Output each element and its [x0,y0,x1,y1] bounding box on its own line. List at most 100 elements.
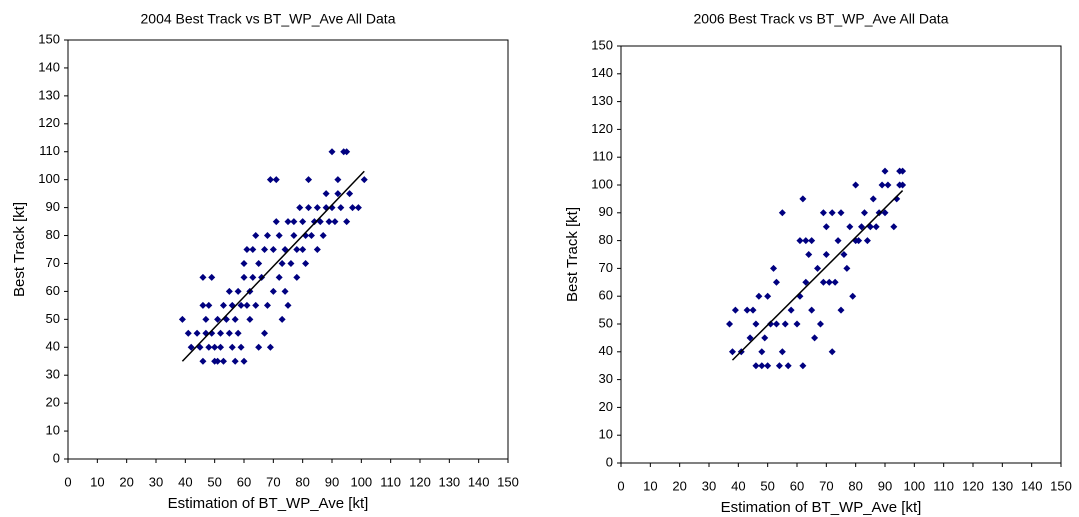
y-tick-label: 0 [53,450,60,465]
point [299,246,307,253]
y-tick-label: 130 [38,87,60,102]
x-tick-label: 50 [760,478,774,493]
point [290,218,298,226]
y-tick-label: 150 [591,37,613,52]
point [249,273,257,281]
point [758,348,766,356]
point [199,357,207,365]
x-tick-label: 150 [1050,478,1072,493]
point [184,329,192,337]
point [770,264,778,272]
point [228,343,236,351]
y-tick-label: 110 [39,143,60,158]
chart-title: 2004 Best Track vs BT_WP_Ave All Data [141,11,396,27]
point [275,273,283,281]
y-tick-label: 30 [599,371,613,386]
point [237,343,245,351]
x-tick-label: 80 [295,474,309,489]
point [761,334,769,342]
chart-title: 2006 Best Track vs BT_WP_Ave All Data [694,11,949,27]
x-tick-label: 120 [409,474,431,489]
x-tick-label: 100 [903,478,925,493]
point [187,343,195,351]
point [799,362,807,370]
point [846,223,854,231]
x-axis-label: Estimation of BT_WP_Ave [kt] [168,495,369,512]
point [193,329,201,337]
x-axis-label: Estimation of BT_WP_Ave [kt] [721,499,922,516]
point [261,246,269,253]
point [872,223,880,231]
point [284,301,292,309]
point [819,209,827,217]
point [881,209,889,217]
x-tick-label: 90 [325,474,339,489]
point [305,204,313,212]
y-tick-label: 40 [599,343,613,358]
point [816,320,824,328]
point [305,176,313,184]
y-tick-label: 70 [599,260,613,275]
point [354,204,362,212]
x-tick-label: 40 [731,478,745,493]
point [307,232,315,240]
y-tick-label: 100 [591,176,613,191]
y-tick-label: 80 [599,232,613,247]
point [325,218,333,226]
point [296,204,304,212]
point [834,237,842,245]
point [852,181,860,189]
x-tick-label: 110 [380,474,401,489]
point [208,273,216,281]
point [343,218,351,226]
x-tick-label: 100 [350,474,372,489]
point [299,218,307,226]
point [755,292,763,300]
plot-frame [620,45,1062,464]
point [246,315,254,323]
point [231,357,239,365]
point [808,306,816,314]
point [284,218,292,226]
y-tick-label: 40 [46,339,60,354]
y-tick-label: 90 [599,204,613,219]
point [899,181,907,189]
point [808,237,816,245]
point [802,278,810,286]
point [814,264,822,272]
y-tick-label: 110 [592,149,613,164]
point [764,362,772,370]
x-tick-label: 90 [878,478,892,493]
point [731,306,739,314]
point [787,306,795,314]
y-tick-label: 120 [591,121,613,136]
point [360,176,368,184]
y-tick-label: 50 [46,311,60,326]
point [726,320,734,328]
point [819,278,827,286]
point [255,259,263,267]
point [290,232,298,240]
point [240,273,248,281]
point [752,362,760,370]
point [825,278,833,286]
point [237,301,245,309]
y-tick-label: 120 [38,115,60,130]
point [881,167,889,175]
x-tick-label: 80 [848,478,862,493]
point [240,357,248,365]
point [778,348,786,356]
y-tick-label: 70 [46,255,60,270]
point [802,237,810,245]
point [293,273,301,281]
y-tick-label: 90 [46,199,60,214]
y-tick-label: 10 [599,427,613,442]
point [346,190,354,198]
point [749,306,757,314]
point [199,301,207,309]
point [811,334,819,342]
x-tick-label: 0 [617,478,624,493]
point [331,218,339,226]
point [322,190,330,198]
point [828,348,836,356]
